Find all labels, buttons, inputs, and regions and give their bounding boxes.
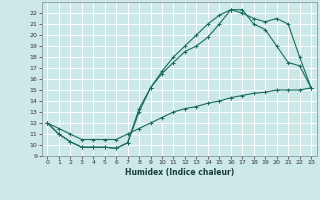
X-axis label: Humidex (Indice chaleur): Humidex (Indice chaleur) (124, 168, 234, 177)
